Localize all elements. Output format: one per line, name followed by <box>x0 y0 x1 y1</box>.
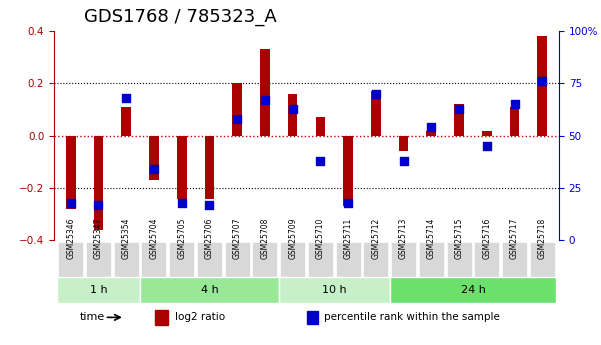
FancyBboxPatch shape <box>389 277 556 303</box>
Text: GSM25714: GSM25714 <box>427 218 436 259</box>
Point <box>316 158 325 164</box>
FancyBboxPatch shape <box>169 242 194 277</box>
Bar <box>510 107 519 136</box>
FancyBboxPatch shape <box>252 242 278 277</box>
Text: percentile rank within the sample: percentile rank within the sample <box>324 312 500 322</box>
Text: log2 ratio: log2 ratio <box>175 312 225 322</box>
Bar <box>121 107 131 136</box>
Point <box>537 79 547 84</box>
Text: GSM25709: GSM25709 <box>288 218 297 259</box>
Bar <box>204 136 215 199</box>
Point <box>454 106 464 111</box>
FancyBboxPatch shape <box>502 242 527 277</box>
Bar <box>233 83 242 136</box>
Text: GSM25712: GSM25712 <box>371 218 380 259</box>
Text: GSM25346: GSM25346 <box>66 218 75 259</box>
FancyBboxPatch shape <box>419 242 444 277</box>
FancyBboxPatch shape <box>279 277 389 303</box>
Text: GSM25347: GSM25347 <box>94 218 103 259</box>
Bar <box>177 136 186 199</box>
FancyBboxPatch shape <box>86 242 111 277</box>
FancyBboxPatch shape <box>474 242 499 277</box>
FancyBboxPatch shape <box>530 242 555 277</box>
Text: GSM25705: GSM25705 <box>177 218 186 259</box>
Text: GSM25715: GSM25715 <box>454 218 463 259</box>
Text: GSM25704: GSM25704 <box>150 218 159 259</box>
Bar <box>316 117 325 136</box>
FancyBboxPatch shape <box>391 242 416 277</box>
FancyBboxPatch shape <box>280 242 305 277</box>
Text: 24 h: 24 h <box>460 285 486 295</box>
Text: GSM25708: GSM25708 <box>260 218 269 259</box>
Bar <box>260 49 270 136</box>
FancyBboxPatch shape <box>364 242 388 277</box>
FancyBboxPatch shape <box>225 242 249 277</box>
Point <box>149 167 159 172</box>
Bar <box>155 309 168 325</box>
Bar <box>149 136 159 180</box>
Point <box>343 200 353 206</box>
Text: GSM25706: GSM25706 <box>205 218 214 259</box>
Point <box>427 125 436 130</box>
Text: GSM25710: GSM25710 <box>316 218 325 259</box>
Bar <box>66 136 76 209</box>
Bar <box>398 136 409 151</box>
FancyBboxPatch shape <box>57 277 140 303</box>
Text: GSM25716: GSM25716 <box>483 218 491 259</box>
Text: 4 h: 4 h <box>201 285 218 295</box>
Bar <box>482 130 492 136</box>
FancyBboxPatch shape <box>335 242 361 277</box>
FancyBboxPatch shape <box>58 242 83 277</box>
Bar <box>288 94 297 136</box>
Point <box>121 95 131 101</box>
Point <box>204 202 214 208</box>
Text: GSM25713: GSM25713 <box>399 218 408 259</box>
FancyBboxPatch shape <box>447 242 472 277</box>
Point <box>371 91 380 97</box>
Text: 10 h: 10 h <box>322 285 347 295</box>
Text: GSM25717: GSM25717 <box>510 218 519 259</box>
Bar <box>537 36 547 136</box>
Bar <box>94 136 103 230</box>
Text: GSM25711: GSM25711 <box>344 218 353 259</box>
FancyBboxPatch shape <box>140 277 279 303</box>
Point <box>66 200 76 206</box>
Point <box>288 106 297 111</box>
Bar <box>427 130 436 136</box>
FancyBboxPatch shape <box>114 242 139 277</box>
Text: GDS1768 / 785323_A: GDS1768 / 785323_A <box>84 8 277 26</box>
FancyBboxPatch shape <box>141 242 166 277</box>
Text: 1 h: 1 h <box>90 285 108 295</box>
Bar <box>343 136 353 206</box>
Text: GSM25354: GSM25354 <box>122 218 130 259</box>
Point <box>399 158 409 164</box>
Text: GSM25718: GSM25718 <box>538 218 547 259</box>
Text: time: time <box>79 312 105 322</box>
Point <box>482 144 492 149</box>
Bar <box>371 91 380 136</box>
Point <box>510 101 519 107</box>
Text: GSM25707: GSM25707 <box>233 218 242 259</box>
Bar <box>307 311 317 324</box>
Point <box>177 200 186 206</box>
Point <box>233 116 242 122</box>
FancyBboxPatch shape <box>197 242 222 277</box>
Point <box>260 97 270 103</box>
Point <box>94 202 103 208</box>
FancyBboxPatch shape <box>308 242 333 277</box>
Bar <box>454 104 464 136</box>
